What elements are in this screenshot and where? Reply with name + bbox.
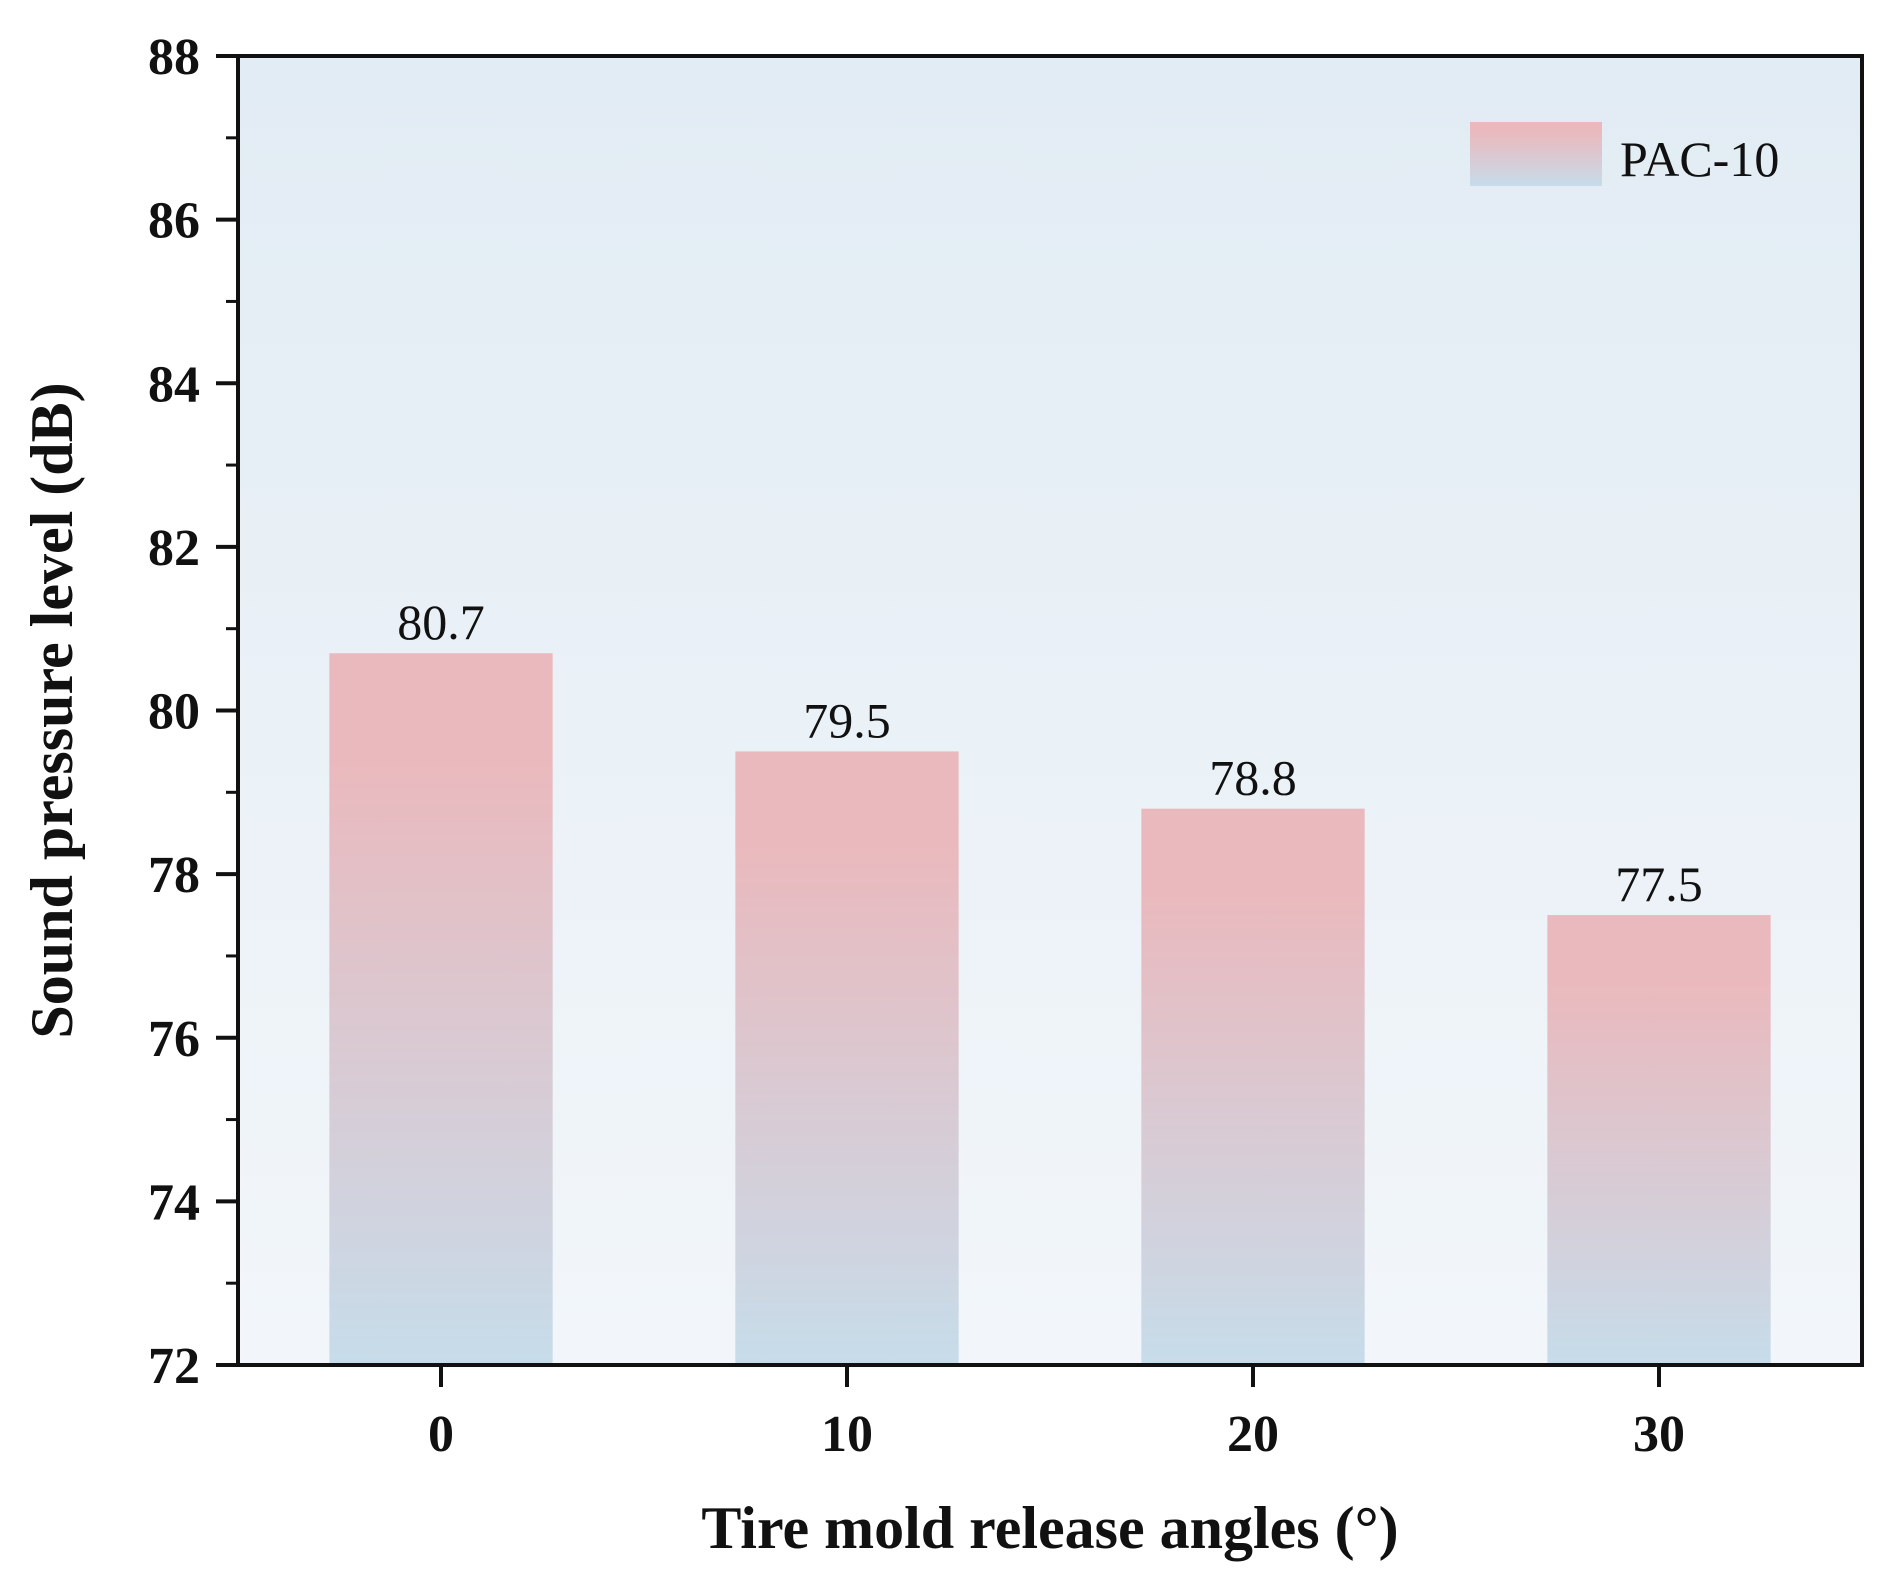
data-label-0: 80.7 xyxy=(397,594,485,650)
data-label-10: 79.5 xyxy=(803,692,891,748)
legend: PAC-10 xyxy=(1470,122,1779,187)
y-tick-label: 78 xyxy=(148,847,200,904)
bar-10 xyxy=(735,751,959,1365)
x-tick-label-0: 0 xyxy=(428,1406,454,1463)
y-tick-label: 74 xyxy=(148,1174,200,1231)
y-axis: 72 74 76 78 80 82 84 86 88 xyxy=(148,29,238,1395)
y-tick-label: 76 xyxy=(148,1011,200,1068)
data-label-20: 78.8 xyxy=(1209,750,1297,806)
legend-swatch xyxy=(1470,122,1602,186)
y-tick-label: 88 xyxy=(148,29,200,86)
bar-series xyxy=(329,653,1771,1365)
x-tick-label-30: 30 xyxy=(1633,1406,1685,1463)
x-tick-label-20: 20 xyxy=(1227,1406,1279,1463)
x-axis-title: Tire mold release angles (°) xyxy=(701,1495,1398,1561)
legend-label: PAC-10 xyxy=(1620,131,1779,187)
y-tick-label: 84 xyxy=(148,356,200,413)
x-tick-label-10: 10 xyxy=(821,1406,873,1463)
y-tick-label: 86 xyxy=(148,193,200,250)
data-labels: 80.7 79.5 78.8 77.5 xyxy=(397,594,1703,912)
bar-0 xyxy=(329,653,553,1365)
bar-20 xyxy=(1141,808,1365,1365)
y-tick-label: 80 xyxy=(148,684,200,741)
data-label-30: 77.5 xyxy=(1615,856,1703,912)
x-axis: 0 10 20 30 xyxy=(428,1365,1685,1463)
y-tick-label: 82 xyxy=(148,520,200,577)
bar-30 xyxy=(1547,915,1771,1365)
y-tick-label: 72 xyxy=(148,1338,200,1395)
y-axis-title: Sound pressure level (dB) xyxy=(19,382,85,1038)
